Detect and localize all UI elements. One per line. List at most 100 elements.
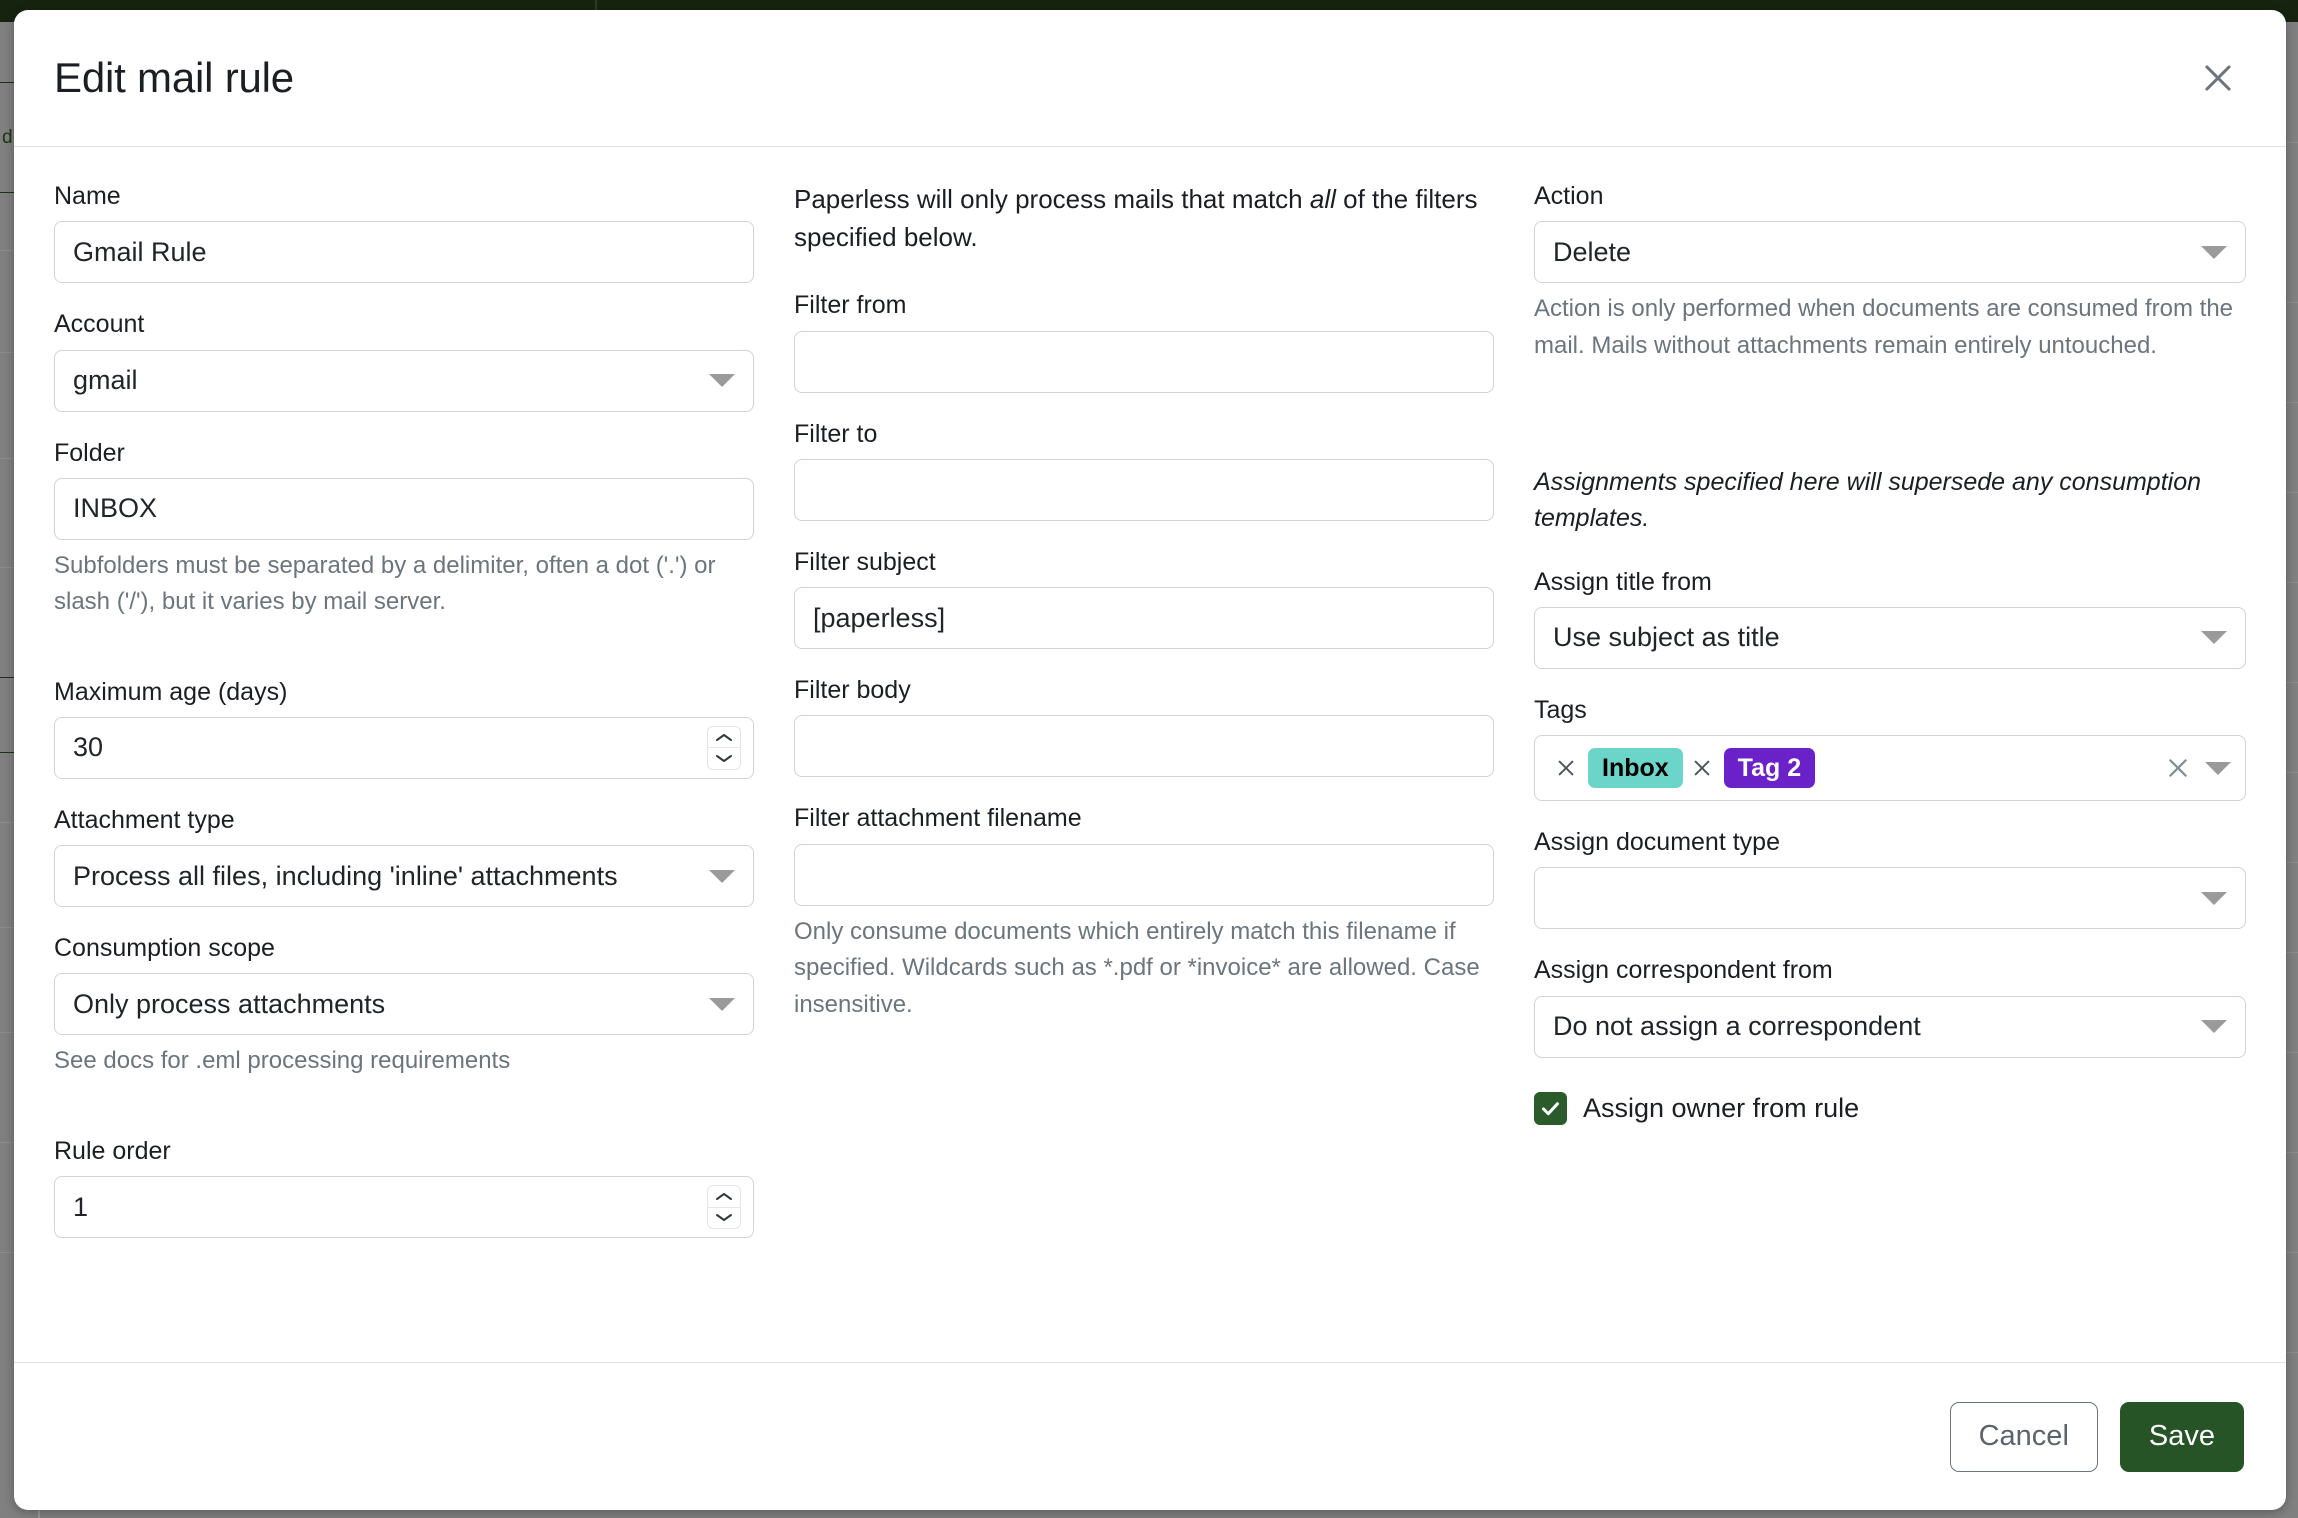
filters-intro-emphasis: all <box>1309 184 1336 214</box>
field-account: Account gmail <box>54 309 754 412</box>
attachment-type-select[interactable]: Process all files, including 'inline' at… <box>54 845 754 908</box>
field-assign-owner-from-rule: Assign owner from rule <box>1534 1091 2246 1125</box>
folder-input[interactable]: INBOX <box>54 477 754 540</box>
label-consumption-scope: Consumption scope <box>54 934 275 963</box>
name-input[interactable]: Gmail Rule <box>54 221 754 284</box>
chevron-down-icon <box>709 997 735 1011</box>
field-filter-to: Filter to <box>794 419 1494 521</box>
field-assign-title-from: Assign title from Use subject as title <box>1534 567 2246 669</box>
label-filter-to: Filter to <box>794 419 878 448</box>
field-filter-subject: Filter subject [paperless] <box>794 547 1494 650</box>
chevron-down-icon <box>2201 631 2227 645</box>
assign-title-from-select[interactable]: Use subject as title <box>1534 606 2246 669</box>
field-name: Name Gmail Rule <box>54 181 754 284</box>
field-assign-correspondent-from: Assign correspondent from Do not assign … <box>1534 955 2246 1058</box>
chevron-up-icon[interactable] <box>708 1186 740 1207</box>
check-icon <box>1542 1101 1559 1115</box>
assignments-note: Assignments specified here will supersed… <box>1534 468 2202 533</box>
filter-attachment-filename-help-text: Only consume documents which entirely ma… <box>794 917 1480 1018</box>
label-tags: Tags <box>1534 695 1587 724</box>
chevron-down-icon[interactable] <box>708 747 740 769</box>
assign-owner-label: Assign owner from rule <box>1583 1092 1860 1123</box>
filter-subject-value: [paperless] <box>813 602 946 633</box>
filter-attachment-filename-input[interactable] <box>794 843 1494 906</box>
folder-input-value: INBOX <box>73 493 158 524</box>
filter-subject-input[interactable]: [paperless] <box>794 587 1494 650</box>
save-button[interactable]: Save <box>2119 1401 2244 1472</box>
maximum-age-input[interactable]: 30 <box>54 716 754 779</box>
field-assign-document-type: Assign document type <box>1534 827 2246 930</box>
label-maximum-age: Maximum age (days) <box>54 677 288 706</box>
assign-document-type-select[interactable] <box>1534 867 2246 930</box>
dialog-footer: Cancel Save <box>14 1362 2286 1510</box>
label-assign-correspondent-from: Assign correspondent from <box>1534 956 1833 985</box>
label-name: Name <box>54 182 121 210</box>
column-general: Name Gmail Rule Account gmail Folder INB… <box>54 181 794 1264</box>
consumption-scope-help-text: See docs for .eml processing requirement… <box>54 1047 511 1075</box>
tags-controls <box>2165 755 2231 781</box>
label-filter-attachment-filename: Filter attachment filename <box>794 804 1082 833</box>
close-icon[interactable] <box>1687 753 1717 783</box>
assign-correspondent-from-value: Do not assign a correspondent <box>1553 1011 1921 1042</box>
tag-chip-inbox[interactable]: Inbox <box>1588 748 1683 789</box>
chevron-down-icon[interactable] <box>708 1206 740 1229</box>
label-assign-title-from: Assign title from <box>1534 567 1712 596</box>
chevron-down-icon[interactable] <box>2205 761 2231 775</box>
chevron-down-icon <box>709 374 735 387</box>
close-icon[interactable] <box>2186 46 2250 110</box>
field-filter-from: Filter from <box>794 290 1494 393</box>
folder-help-text: Subfolders must be separated by a delimi… <box>54 551 716 616</box>
attachment-type-value: Process all files, including 'inline' at… <box>73 860 618 891</box>
label-action: Action <box>1534 182 1604 210</box>
field-filter-body: Filter body <box>794 675 1494 778</box>
dialog-header: Edit mail rule <box>14 10 2286 147</box>
maximum-age-value: 30 <box>73 732 104 763</box>
filter-body-input[interactable] <box>794 715 1494 778</box>
field-maximum-age: Maximum age (days) 30 <box>54 677 754 779</box>
column-actions: Action Delete Action is only performed w… <box>1534 181 2246 1125</box>
rule-order-input[interactable]: 1 <box>54 1176 754 1239</box>
field-rule-order: Rule order 1 <box>54 1136 754 1239</box>
dialog-body: Name Gmail Rule Account gmail Folder INB… <box>14 147 2286 1362</box>
label-attachment-type: Attachment type <box>54 805 235 834</box>
filter-to-input[interactable] <box>794 458 1494 521</box>
rule-order-value: 1 <box>73 1191 89 1222</box>
label-filter-body: Filter body <box>794 676 911 705</box>
chevron-up-icon[interactable] <box>708 727 740 748</box>
tags-multiselect[interactable]: Inbox Tag 2 <box>1534 735 2246 802</box>
account-select-value: gmail <box>73 365 138 395</box>
assign-owner-checkbox[interactable] <box>1534 1091 1567 1125</box>
filters-intro-before: Paperless will only process mails that m… <box>794 184 1310 214</box>
cancel-button[interactable]: Cancel <box>1949 1401 2098 1472</box>
field-action: Action Delete Action is only performed w… <box>1534 181 2246 364</box>
chevron-down-icon <box>2201 891 2227 905</box>
chevron-down-icon <box>2201 1020 2227 1034</box>
field-consumption-scope: Consumption scope Only process attachmen… <box>54 933 754 1080</box>
tag-chip-tag-2[interactable]: Tag 2 <box>1723 748 1816 789</box>
column-filters: Paperless will only process mails that m… <box>794 181 1534 1031</box>
field-filter-attachment-filename: Filter attachment filename Only consume … <box>794 803 1494 1023</box>
label-folder: Folder <box>54 438 125 467</box>
field-attachment-type: Attachment type Process all files, inclu… <box>54 805 754 908</box>
rule-order-stepper[interactable] <box>707 1185 741 1230</box>
action-select-value: Delete <box>1553 236 1632 267</box>
account-select[interactable]: gmail <box>54 349 754 412</box>
label-filter-from: Filter from <box>794 291 907 320</box>
label-rule-order: Rule order <box>54 1136 171 1165</box>
filters-intro-after: of the filters specified below. <box>794 184 1478 252</box>
background-table-cell: d <box>2 127 13 148</box>
chevron-down-icon <box>2201 245 2227 259</box>
action-select[interactable]: Delete <box>1534 221 2246 284</box>
label-assign-document-type: Assign document type <box>1534 828 1780 857</box>
close-icon[interactable] <box>2165 755 2191 781</box>
close-icon[interactable] <box>1551 753 1581 783</box>
filter-from-input[interactable] <box>794 330 1494 393</box>
assign-correspondent-from-select[interactable]: Do not assign a correspondent <box>1534 995 2246 1058</box>
action-help-text: Action is only performed when documents … <box>1534 295 2234 359</box>
assign-title-from-value: Use subject as title <box>1553 622 1780 653</box>
maximum-age-stepper[interactable] <box>707 725 741 770</box>
consumption-scope-select[interactable]: Only process attachments <box>54 973 754 1036</box>
label-filter-subject: Filter subject <box>794 547 936 576</box>
filters-intro-text: Paperless will only process mails that m… <box>794 181 1494 256</box>
field-tags: Tags Inbox Tag 2 <box>1534 695 2246 802</box>
